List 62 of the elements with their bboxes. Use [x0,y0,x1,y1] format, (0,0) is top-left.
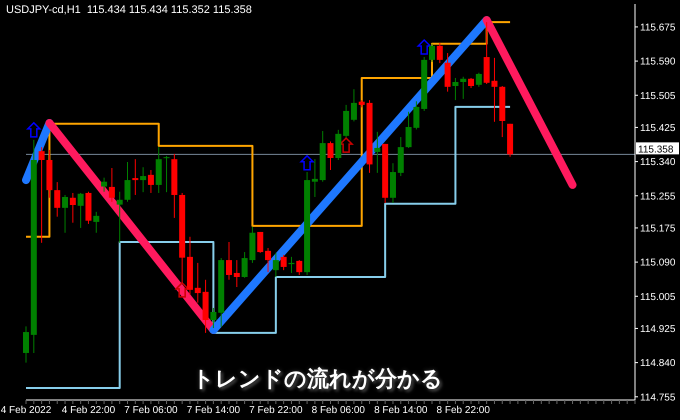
candlestick [429,43,435,62]
x-tick-label: 7 Feb 14:00 [186,405,241,416]
candlestick [54,182,60,218]
x-tick-label: 8 Feb 14:00 [374,405,428,416]
point [27,122,41,138]
candlestick [93,211,100,234]
candlestick [234,260,240,288]
y-tick-label: 115.340 [640,157,676,168]
x-tick-label: 7 Feb 22:00 [249,405,303,416]
candlestick [436,42,443,64]
candlestick [272,252,279,278]
y-tick-label: 115.675 [640,22,676,34]
candlestick [280,254,287,271]
y-tick-label: 114.755 [640,392,676,404]
candlestick [452,77,458,101]
candlestick [296,260,302,276]
candlestick [124,162,130,202]
candlestick [132,158,138,196]
candlestick [78,192,84,228]
annotation: トレンドの流れが分かる [191,365,444,393]
candlestick [374,131,380,174]
candlestick [328,140,334,171]
x-tick-label: 7 Feb 06:00 [124,405,178,416]
candlestick [101,177,108,192]
x-tick-label: 4 Feb 22:00 [62,405,116,416]
candlestick [476,72,482,88]
y-tick-label: 115.505 [640,90,676,102]
candlestick [350,88,357,122]
candlestick [406,111,412,148]
y-tick-label: 115.590 [640,56,676,68]
candlestick [23,326,29,364]
y-tick-label: 114.840 [640,358,676,370]
point [417,39,431,55]
point [175,282,189,298]
x-tick-label: 4 Feb 2022 [0,405,52,416]
candlestick [257,231,264,254]
candlestick [491,57,498,122]
chart-title: USDJPY-cd,H1 115.434 115.434 115.352 115.358 [6,4,252,16]
y-tick-label: 115.255 [640,191,676,202]
candlestick [226,242,232,280]
y-tick-label: 115.175 [640,223,676,234]
point [339,137,353,153]
x-tick-label: 8 Feb 22:00 [436,405,490,416]
candlestick [242,252,248,278]
x-tick-label: 8 Feb 06:00 [312,405,366,416]
candlestick [108,168,115,202]
point [300,155,314,171]
ref-line-label: 115.358 [638,144,674,156]
candlestick [140,166,146,193]
candlestick [164,155,170,193]
candlestick [38,146,45,244]
candlestick [70,192,76,224]
candlestick [148,170,154,194]
y-tick-label: 115.005 [640,292,676,303]
y-tick-label: 114.925 [640,324,676,335]
y-tick-label: 115.425 [640,122,676,134]
candlestick [265,248,272,273]
candlestick [460,76,466,100]
candlestick [62,194,68,234]
y-tick-label: 115.090 [640,258,676,269]
candlestick [468,77,474,89]
candlestick [116,191,123,244]
